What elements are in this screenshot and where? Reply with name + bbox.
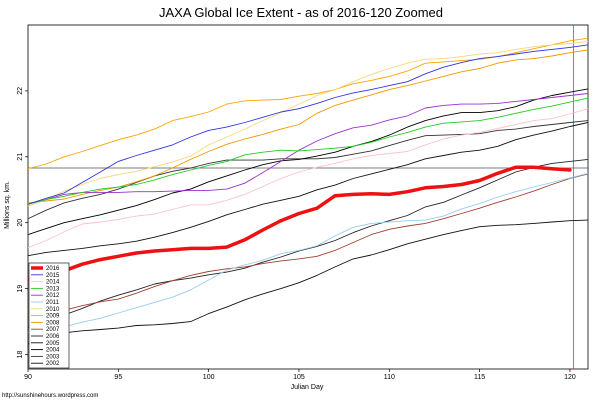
source-credit: http://sunshinehours.wordpress.com — [2, 393, 98, 399]
series-line-2010 — [28, 41, 588, 207]
series-line-2013 — [28, 97, 588, 205]
series-line-2009 — [28, 37, 588, 170]
legend-label-2013: 2013 — [46, 286, 60, 292]
x-tick-label-95: 95 — [114, 374, 122, 381]
series-line-2005 — [28, 122, 588, 257]
axis-ticks: 90 95 100 105 110 115 120 18 19 20 21 22 — [17, 87, 576, 381]
legend-label-2009: 2009 — [46, 314, 60, 320]
y-tick-label-22: 22 — [17, 87, 24, 95]
y-tick-label-19: 19 — [17, 285, 24, 293]
legend-label-2011: 2011 — [46, 300, 60, 306]
legend-label-2004: 2004 — [46, 348, 60, 354]
legend-label-2015: 2015 — [46, 273, 60, 279]
legend-label-2002: 2002 — [46, 361, 60, 367]
plot-frame — [27, 24, 589, 370]
series-line-2004 — [28, 88, 588, 236]
x-tick-label-115: 115 — [474, 374, 485, 381]
y-axis-label: Millions sq. km. — [4, 181, 11, 229]
legend-label-2005: 2005 — [46, 341, 60, 347]
series-line-2015 — [28, 44, 588, 205]
series-line-2016 — [28, 165, 572, 282]
series-line-2003 — [28, 120, 588, 220]
legend-label-2008: 2008 — [46, 320, 60, 326]
series-line-2011 — [28, 172, 588, 334]
plot-area — [27, 24, 589, 370]
x-tick-label-90: 90 — [24, 374, 32, 381]
y-tick-label-21: 21 — [17, 153, 24, 161]
chart-title: JAXA Global Ice Extent - as of 2016-120 … — [159, 5, 443, 20]
legend-label-2006: 2006 — [46, 334, 60, 340]
x-tick-label-100: 100 — [203, 374, 215, 381]
legend-label-2012: 2012 — [46, 293, 60, 299]
y-tick-label-20: 20 — [17, 219, 24, 227]
series-line-2012 — [28, 93, 588, 205]
legend-label-2014: 2014 — [46, 280, 60, 286]
y-tick-label-18: 18 — [17, 351, 24, 359]
legend-label-2007: 2007 — [46, 327, 60, 333]
legend-label-2016: 2016 — [46, 266, 60, 272]
x-axis-label: Julian Day — [291, 384, 324, 391]
series-line-2002 — [28, 219, 588, 345]
x-tick-label-120: 120 — [564, 374, 576, 381]
x-tick-label-110: 110 — [384, 374, 395, 381]
series-line-2008 — [28, 49, 588, 204]
series-line-2014 — [28, 108, 588, 249]
legend-label-2010: 2010 — [46, 307, 60, 313]
x-tick-label-105: 105 — [293, 374, 305, 381]
series-line-2007 — [28, 173, 588, 318]
legend-label-2003: 2003 — [46, 354, 60, 360]
legend: 2016201520142013201220112010200920082007… — [28, 262, 70, 369]
series-line-2006 — [28, 158, 588, 328]
series-lines — [28, 37, 588, 345]
